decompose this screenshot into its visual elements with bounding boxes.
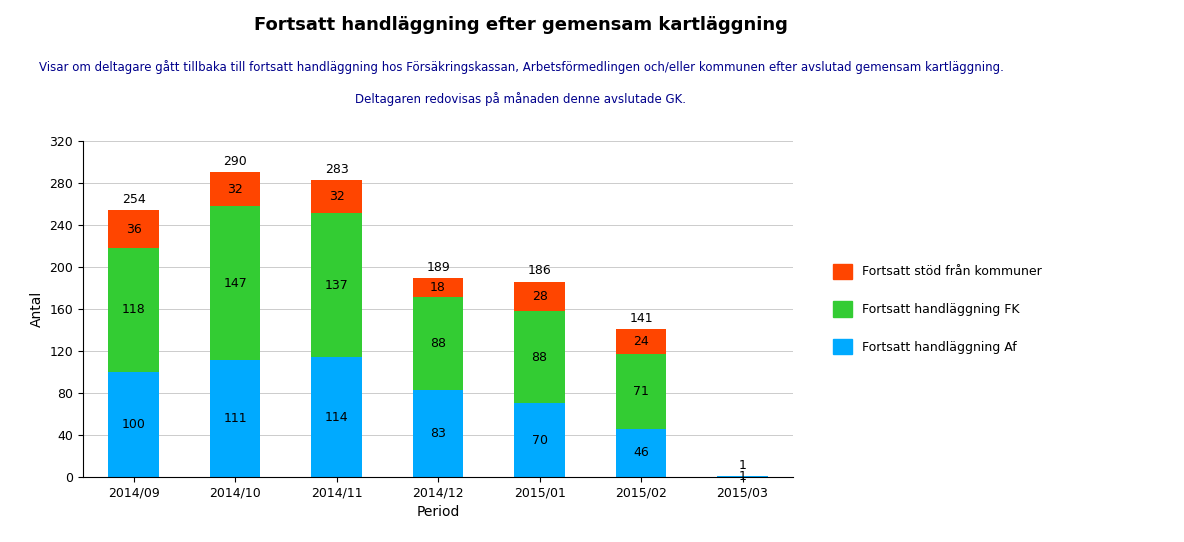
Text: Visar om deltagare gått tillbaka till fortsatt handläggning hos Försäkringskassa: Visar om deltagare gått tillbaka till fo… xyxy=(39,60,1003,74)
Bar xyxy=(413,390,463,477)
Text: 137: 137 xyxy=(324,279,348,292)
Text: 1: 1 xyxy=(739,470,746,483)
Y-axis label: Antal: Antal xyxy=(30,291,44,327)
Bar xyxy=(718,476,768,477)
Bar xyxy=(514,403,565,477)
Bar xyxy=(413,298,463,390)
Text: 18: 18 xyxy=(430,281,446,294)
Bar xyxy=(311,180,362,214)
Text: 254: 254 xyxy=(122,193,146,206)
Text: 189: 189 xyxy=(426,261,450,274)
Bar xyxy=(210,360,260,477)
Text: 32: 32 xyxy=(227,183,243,196)
Text: 88: 88 xyxy=(532,351,547,364)
Text: 88: 88 xyxy=(430,337,446,350)
Text: 1: 1 xyxy=(739,459,746,472)
Bar xyxy=(108,248,159,372)
Legend: Fortsatt stöd från kommuner, Fortsatt handläggning FK, Fortsatt handläggning Af: Fortsatt stöd från kommuner, Fortsatt ha… xyxy=(828,259,1047,359)
Bar xyxy=(108,372,159,477)
Bar xyxy=(210,172,260,206)
Text: 46: 46 xyxy=(633,446,649,459)
Text: 283: 283 xyxy=(324,163,348,176)
Text: 28: 28 xyxy=(532,290,547,303)
Bar xyxy=(413,279,463,298)
Text: 71: 71 xyxy=(633,385,649,398)
X-axis label: Period: Period xyxy=(417,505,459,519)
Text: 186: 186 xyxy=(528,264,552,278)
Text: 147: 147 xyxy=(224,277,247,290)
Text: 114: 114 xyxy=(324,411,348,424)
Bar xyxy=(514,311,565,403)
Text: 118: 118 xyxy=(122,304,146,317)
Text: Fortsatt handläggning efter gemensam kartläggning: Fortsatt handläggning efter gemensam kar… xyxy=(255,16,787,34)
Text: 100: 100 xyxy=(122,418,146,431)
Text: 141: 141 xyxy=(629,312,652,325)
Text: 32: 32 xyxy=(329,190,345,203)
Bar xyxy=(514,282,565,311)
Text: 290: 290 xyxy=(224,155,247,168)
Text: Deltagaren redovisas på månaden denne avslutade GK.: Deltagaren redovisas på månaden denne av… xyxy=(355,92,687,106)
Text: 36: 36 xyxy=(126,223,142,236)
Text: 83: 83 xyxy=(430,427,446,440)
Bar xyxy=(616,329,667,354)
Bar xyxy=(311,214,362,357)
Text: 24: 24 xyxy=(633,335,649,348)
Text: 70: 70 xyxy=(532,434,547,447)
Bar xyxy=(108,210,159,248)
Text: 111: 111 xyxy=(224,412,247,425)
Bar xyxy=(210,206,260,360)
Bar xyxy=(616,354,667,429)
Bar xyxy=(311,357,362,477)
Bar xyxy=(616,429,667,477)
